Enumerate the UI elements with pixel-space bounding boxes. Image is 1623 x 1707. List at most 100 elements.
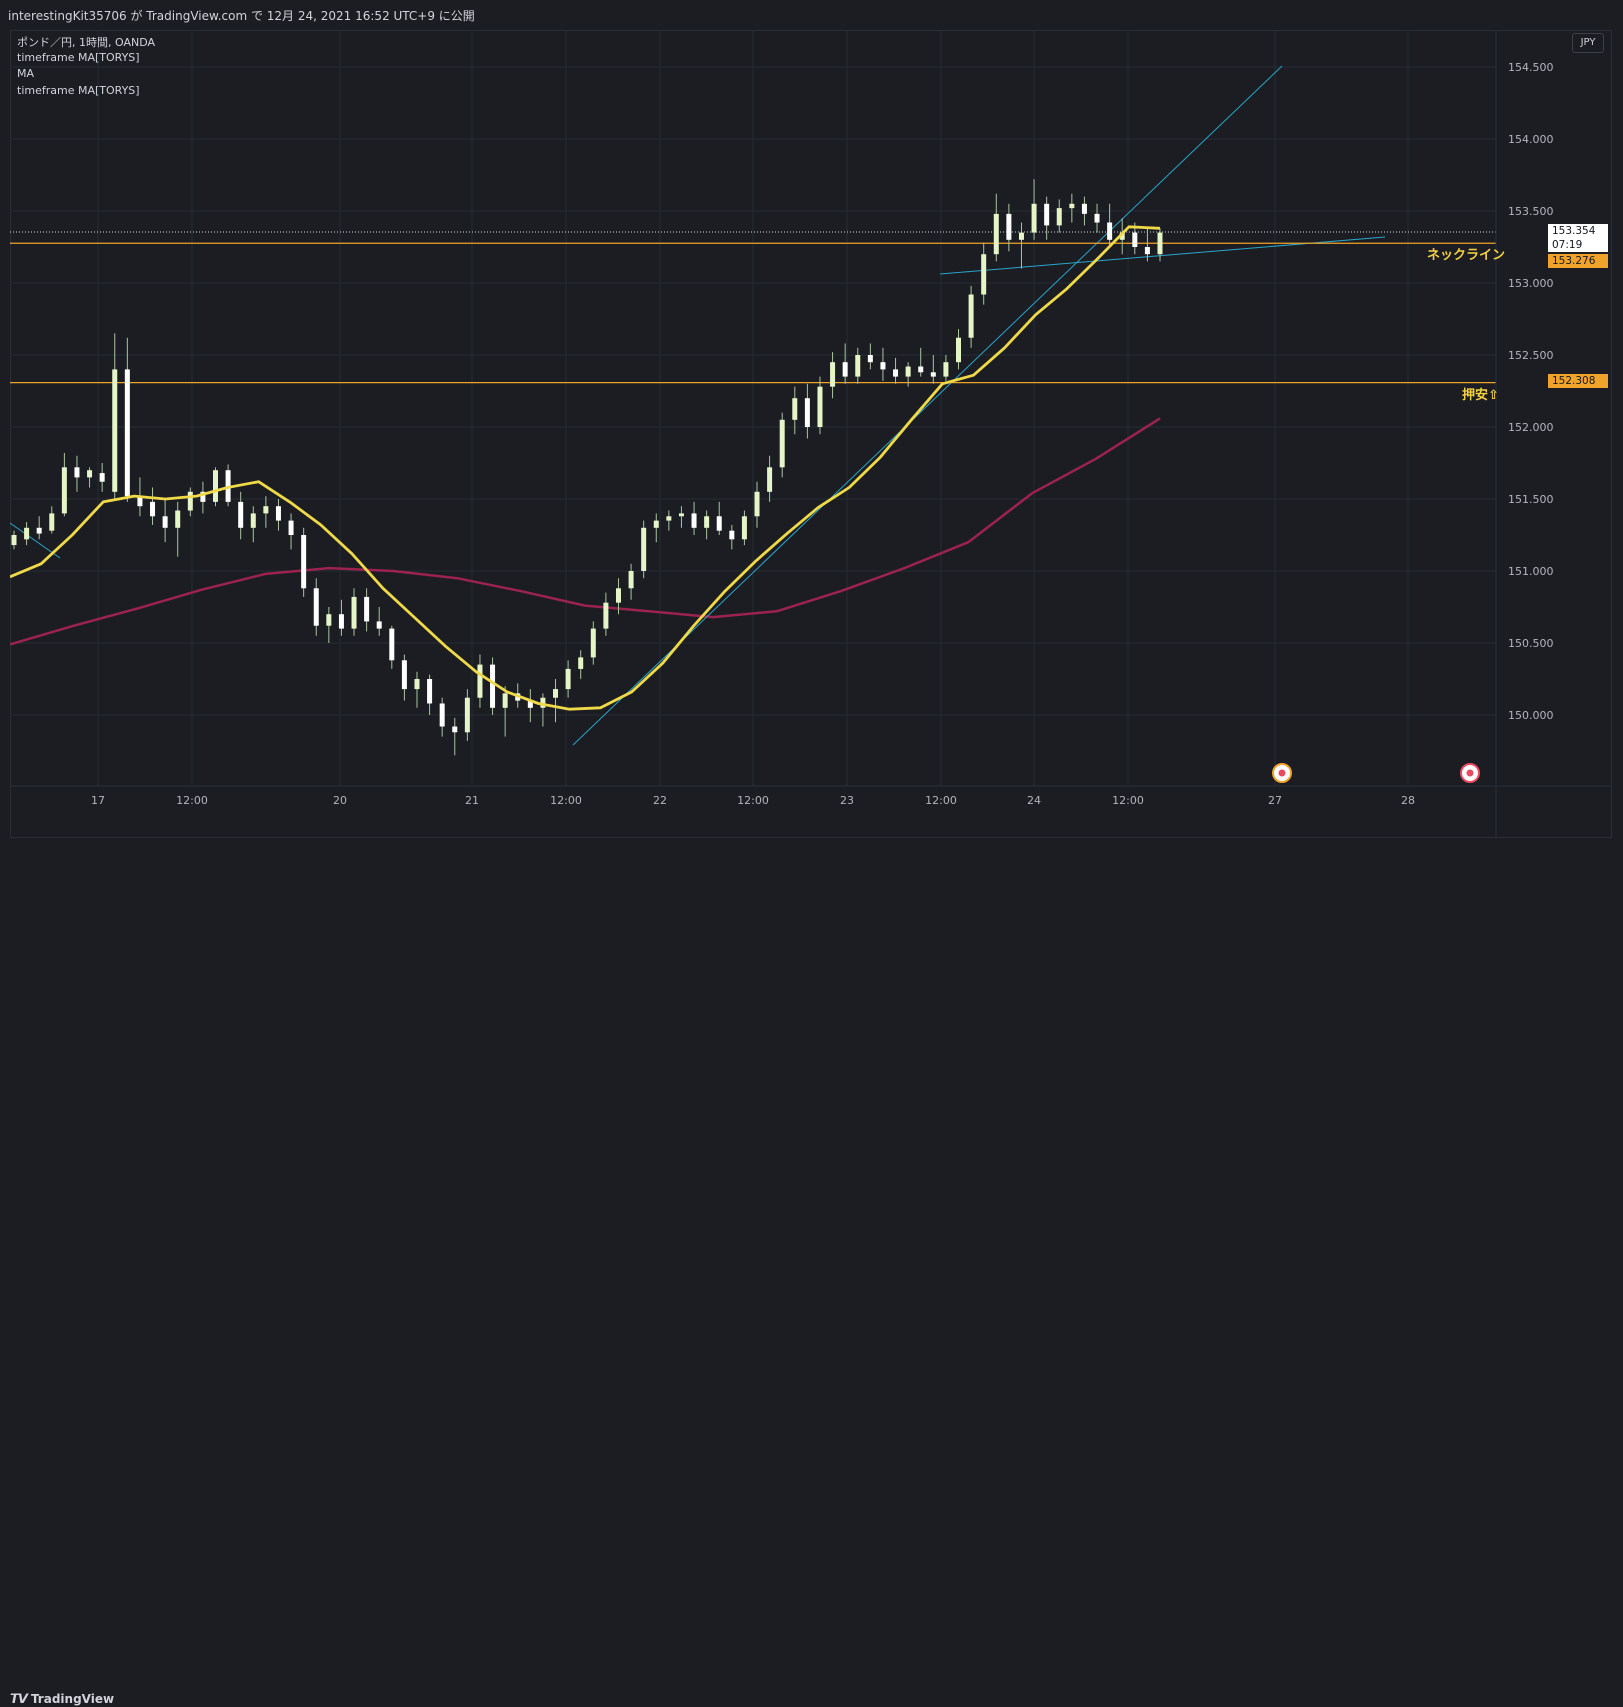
candle-body — [993, 213, 999, 255]
candle-body — [553, 689, 559, 698]
candle-body — [452, 726, 458, 733]
candle-body — [691, 513, 697, 528]
price-tick-label: 153.500 — [1508, 205, 1554, 218]
candle-body — [981, 254, 987, 295]
candle-body — [603, 602, 609, 629]
grid-lines — [10, 30, 1496, 786]
candle-body — [1157, 232, 1163, 255]
time-axis[interactable]: 17 12:00 20 21 12:00 22 12:00 23 12:00 24 12:00 27 2… — [10, 785, 1612, 807]
candle-body — [74, 467, 80, 478]
price-chart[interactable]: 154.500 154.000 153.500 153.000 152.500 152.0… — [10, 30, 1612, 838]
candle-body — [200, 491, 206, 502]
candle-body — [87, 470, 93, 478]
time-tick-label: 12:00 — [550, 794, 582, 807]
candle-body — [124, 369, 130, 497]
brand-label: TradingView — [30, 1692, 115, 1706]
candle-body — [263, 506, 269, 514]
time-tick-label: 12:00 — [737, 794, 769, 807]
event-marker-dot — [1466, 769, 1474, 777]
candle-body — [301, 535, 307, 589]
candle-body — [464, 697, 470, 733]
tradingview-logo[interactable]: 𝙏𝙑 TradingView — [10, 1692, 114, 1707]
chart-frame — [10, 30, 1612, 838]
event-marker-icon[interactable] — [1272, 763, 1292, 783]
price-tick-label: 150.000 — [1508, 709, 1554, 722]
candle-body — [590, 628, 596, 658]
candle-body — [855, 355, 861, 377]
candle-body — [527, 700, 533, 708]
candle-body — [1094, 213, 1100, 223]
candle-body — [150, 501, 156, 517]
candle-body — [137, 496, 143, 507]
candle-body — [666, 516, 672, 521]
candle-body — [1081, 203, 1087, 214]
candle-body — [414, 679, 420, 690]
legend-indicator-1[interactable]: timeframe MA[TORYS] — [17, 51, 140, 64]
candle-body — [49, 513, 55, 531]
horizontal-levels[interactable] — [10, 231, 1496, 384]
candle-body — [11, 535, 17, 546]
candle-body — [830, 362, 836, 387]
candle-body — [578, 657, 584, 669]
candle-body — [112, 369, 118, 492]
legend-indicator-2[interactable]: MA — [17, 67, 35, 80]
candle-body — [212, 470, 218, 502]
candle-body — [187, 491, 193, 511]
candle-body — [1018, 232, 1024, 240]
candle-body — [641, 527, 647, 571]
candle-body — [99, 473, 105, 482]
candle-body — [250, 513, 256, 528]
candle-body — [1132, 232, 1138, 247]
candle-body — [162, 516, 168, 528]
time-tick-label: 12:00 — [176, 794, 208, 807]
price-axis[interactable]: 154.500 154.000 153.500 153.000 152.500 152.0… — [1495, 30, 1554, 838]
candle-body — [1144, 247, 1150, 255]
time-tick-label: 12:00 — [925, 794, 957, 807]
candle-body — [1006, 213, 1012, 240]
event-marker-icon[interactable] — [1460, 763, 1480, 783]
candle-body — [338, 614, 344, 629]
candle-body — [565, 668, 571, 690]
time-tick-label: 21 — [465, 794, 479, 807]
time-tick-label: 27 — [1268, 794, 1282, 807]
candle-body — [427, 679, 433, 704]
candle-body — [653, 520, 659, 528]
candle-body — [842, 362, 848, 377]
candle-body — [275, 506, 281, 521]
neckline-price-label: 153.276 — [1548, 254, 1608, 268]
legend-indicator-3[interactable]: timeframe MA[TORYS] — [17, 84, 140, 97]
candle-body — [867, 355, 873, 363]
currency-button[interactable]: JPY — [1572, 33, 1604, 53]
uptrend-line — [572, 65, 1283, 746]
candle-body — [313, 588, 319, 626]
candles — [11, 179, 1163, 756]
fast-ma-line — [10, 225, 1161, 711]
candle-body — [905, 366, 911, 377]
candle-body — [1056, 208, 1062, 226]
candle-body — [351, 596, 357, 629]
publish-header: interestingKit35706 が TradingView.com で … — [0, 0, 1623, 28]
legend-symbol[interactable]: ポンド／円, 1時間, OANDA — [17, 36, 156, 49]
price-tick-label: 153.000 — [1508, 277, 1554, 290]
time-tick-label: 28 — [1401, 794, 1415, 807]
candle-body — [779, 419, 785, 468]
candle-body — [741, 516, 747, 540]
candle-body — [716, 516, 722, 531]
price-tick-label: 152.000 — [1508, 421, 1554, 434]
candle-body — [288, 520, 294, 535]
event-markers[interactable] — [1272, 763, 1480, 783]
price-tick-label: 154.500 — [1508, 61, 1554, 74]
support-price-label: 152.308 — [1548, 374, 1608, 388]
current-price-label: 153.354 — [1548, 224, 1608, 238]
candle-body — [490, 664, 496, 708]
event-marker-dot — [1278, 769, 1286, 777]
time-tick-label: 17 — [91, 794, 105, 807]
candle-body — [930, 372, 936, 377]
candle-body — [364, 596, 370, 622]
price-tick-label: 151.500 — [1508, 493, 1554, 506]
candle-body — [880, 362, 886, 370]
candle-body — [401, 660, 407, 690]
candle-body — [729, 530, 735, 540]
slow-ma-line — [10, 417, 1161, 646]
candle-body — [1119, 232, 1125, 240]
